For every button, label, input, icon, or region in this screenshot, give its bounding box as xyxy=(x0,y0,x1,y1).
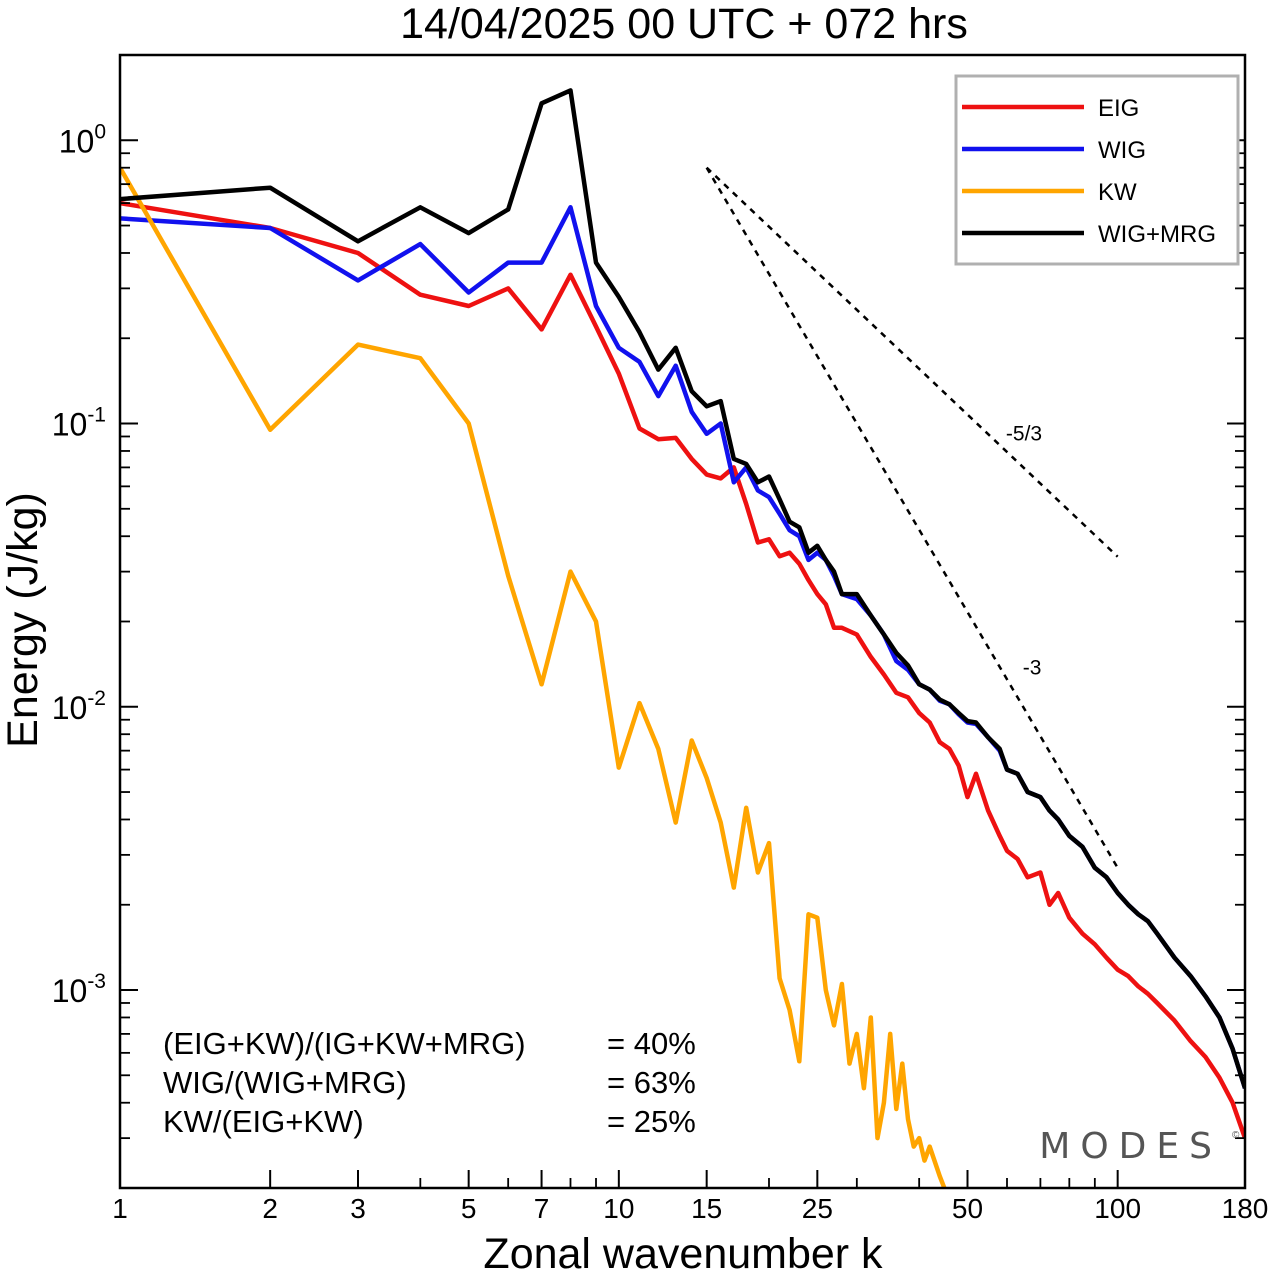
annotation-label: KW/(EIG+KW) xyxy=(163,1104,364,1139)
y-tick-label: 10-3 xyxy=(52,970,106,1009)
series-line-eig xyxy=(120,200,1245,1139)
modes-watermark: MODES © xyxy=(1039,1126,1240,1167)
reference-slopes: -5/3 -3 xyxy=(705,166,1119,869)
y-tick-label: 100 xyxy=(59,120,106,159)
reference-slope-label: -5/3 xyxy=(1006,423,1042,446)
x-tick-label: 25 xyxy=(802,1193,833,1224)
annotation-label: (EIG+KW)/(IG+KW+MRG) xyxy=(163,1026,526,1061)
x-tick-label: 1 xyxy=(112,1193,128,1224)
series-line-wig xyxy=(120,205,1245,1089)
axes: 1 2 3 5 7 10 15 25 50 100 180 100 10-1 10-2 10-3 xyxy=(52,54,1269,1224)
series-line-wig-mrg xyxy=(120,88,1245,1089)
x-tick-label: 15 xyxy=(691,1193,722,1224)
legend-label: EIG xyxy=(1098,95,1139,122)
x-tick-label: 50 xyxy=(952,1193,983,1224)
annotation-label: WIG/(WIG+MRG) xyxy=(163,1065,407,1100)
annotation-value: = 63% xyxy=(607,1065,696,1100)
ratio-annotations: (EIG+KW)/(IG+KW+MRG) = 40% WIG/(WIG+MRG) = … xyxy=(163,1026,696,1139)
copyright-mark: © xyxy=(1232,1130,1240,1141)
reference-slope-line xyxy=(705,166,1119,558)
x-tick-label: 3 xyxy=(350,1193,366,1224)
annotation-value: = 25% xyxy=(607,1104,696,1139)
series-layer xyxy=(120,88,1245,1188)
y-tick-label: 10-1 xyxy=(52,404,106,443)
legend: EIG WIG KW WIG+MRG xyxy=(954,74,1240,266)
legend-label: WIG+MRG xyxy=(1098,221,1216,248)
reference-slope-line xyxy=(705,167,1119,869)
x-axis-label: Zonal wavenumber k xyxy=(483,1230,883,1278)
chart-title: 14/04/2025 00 UTC + 072 hrs xyxy=(400,0,968,48)
y-axis-label: Energy (J/kg) xyxy=(0,492,47,748)
reference-slope-label: -3 xyxy=(1023,657,1042,680)
legend-label: WIG xyxy=(1098,137,1146,164)
legend-label: KW xyxy=(1098,179,1137,206)
x-tick-label: 7 xyxy=(534,1193,550,1224)
x-tick-label: 180 xyxy=(1222,1193,1269,1224)
x-tick-label: 5 xyxy=(461,1193,477,1224)
x-tick-label: 100 xyxy=(1094,1193,1141,1224)
x-tick-label: 2 xyxy=(262,1193,278,1224)
annotation-value: = 40% xyxy=(607,1026,696,1061)
y-tick-label: 10-2 xyxy=(52,687,106,726)
x-tick-label: 10 xyxy=(603,1193,634,1224)
watermark-text: MODES xyxy=(1039,1126,1222,1167)
series-line-kw xyxy=(120,166,947,1188)
